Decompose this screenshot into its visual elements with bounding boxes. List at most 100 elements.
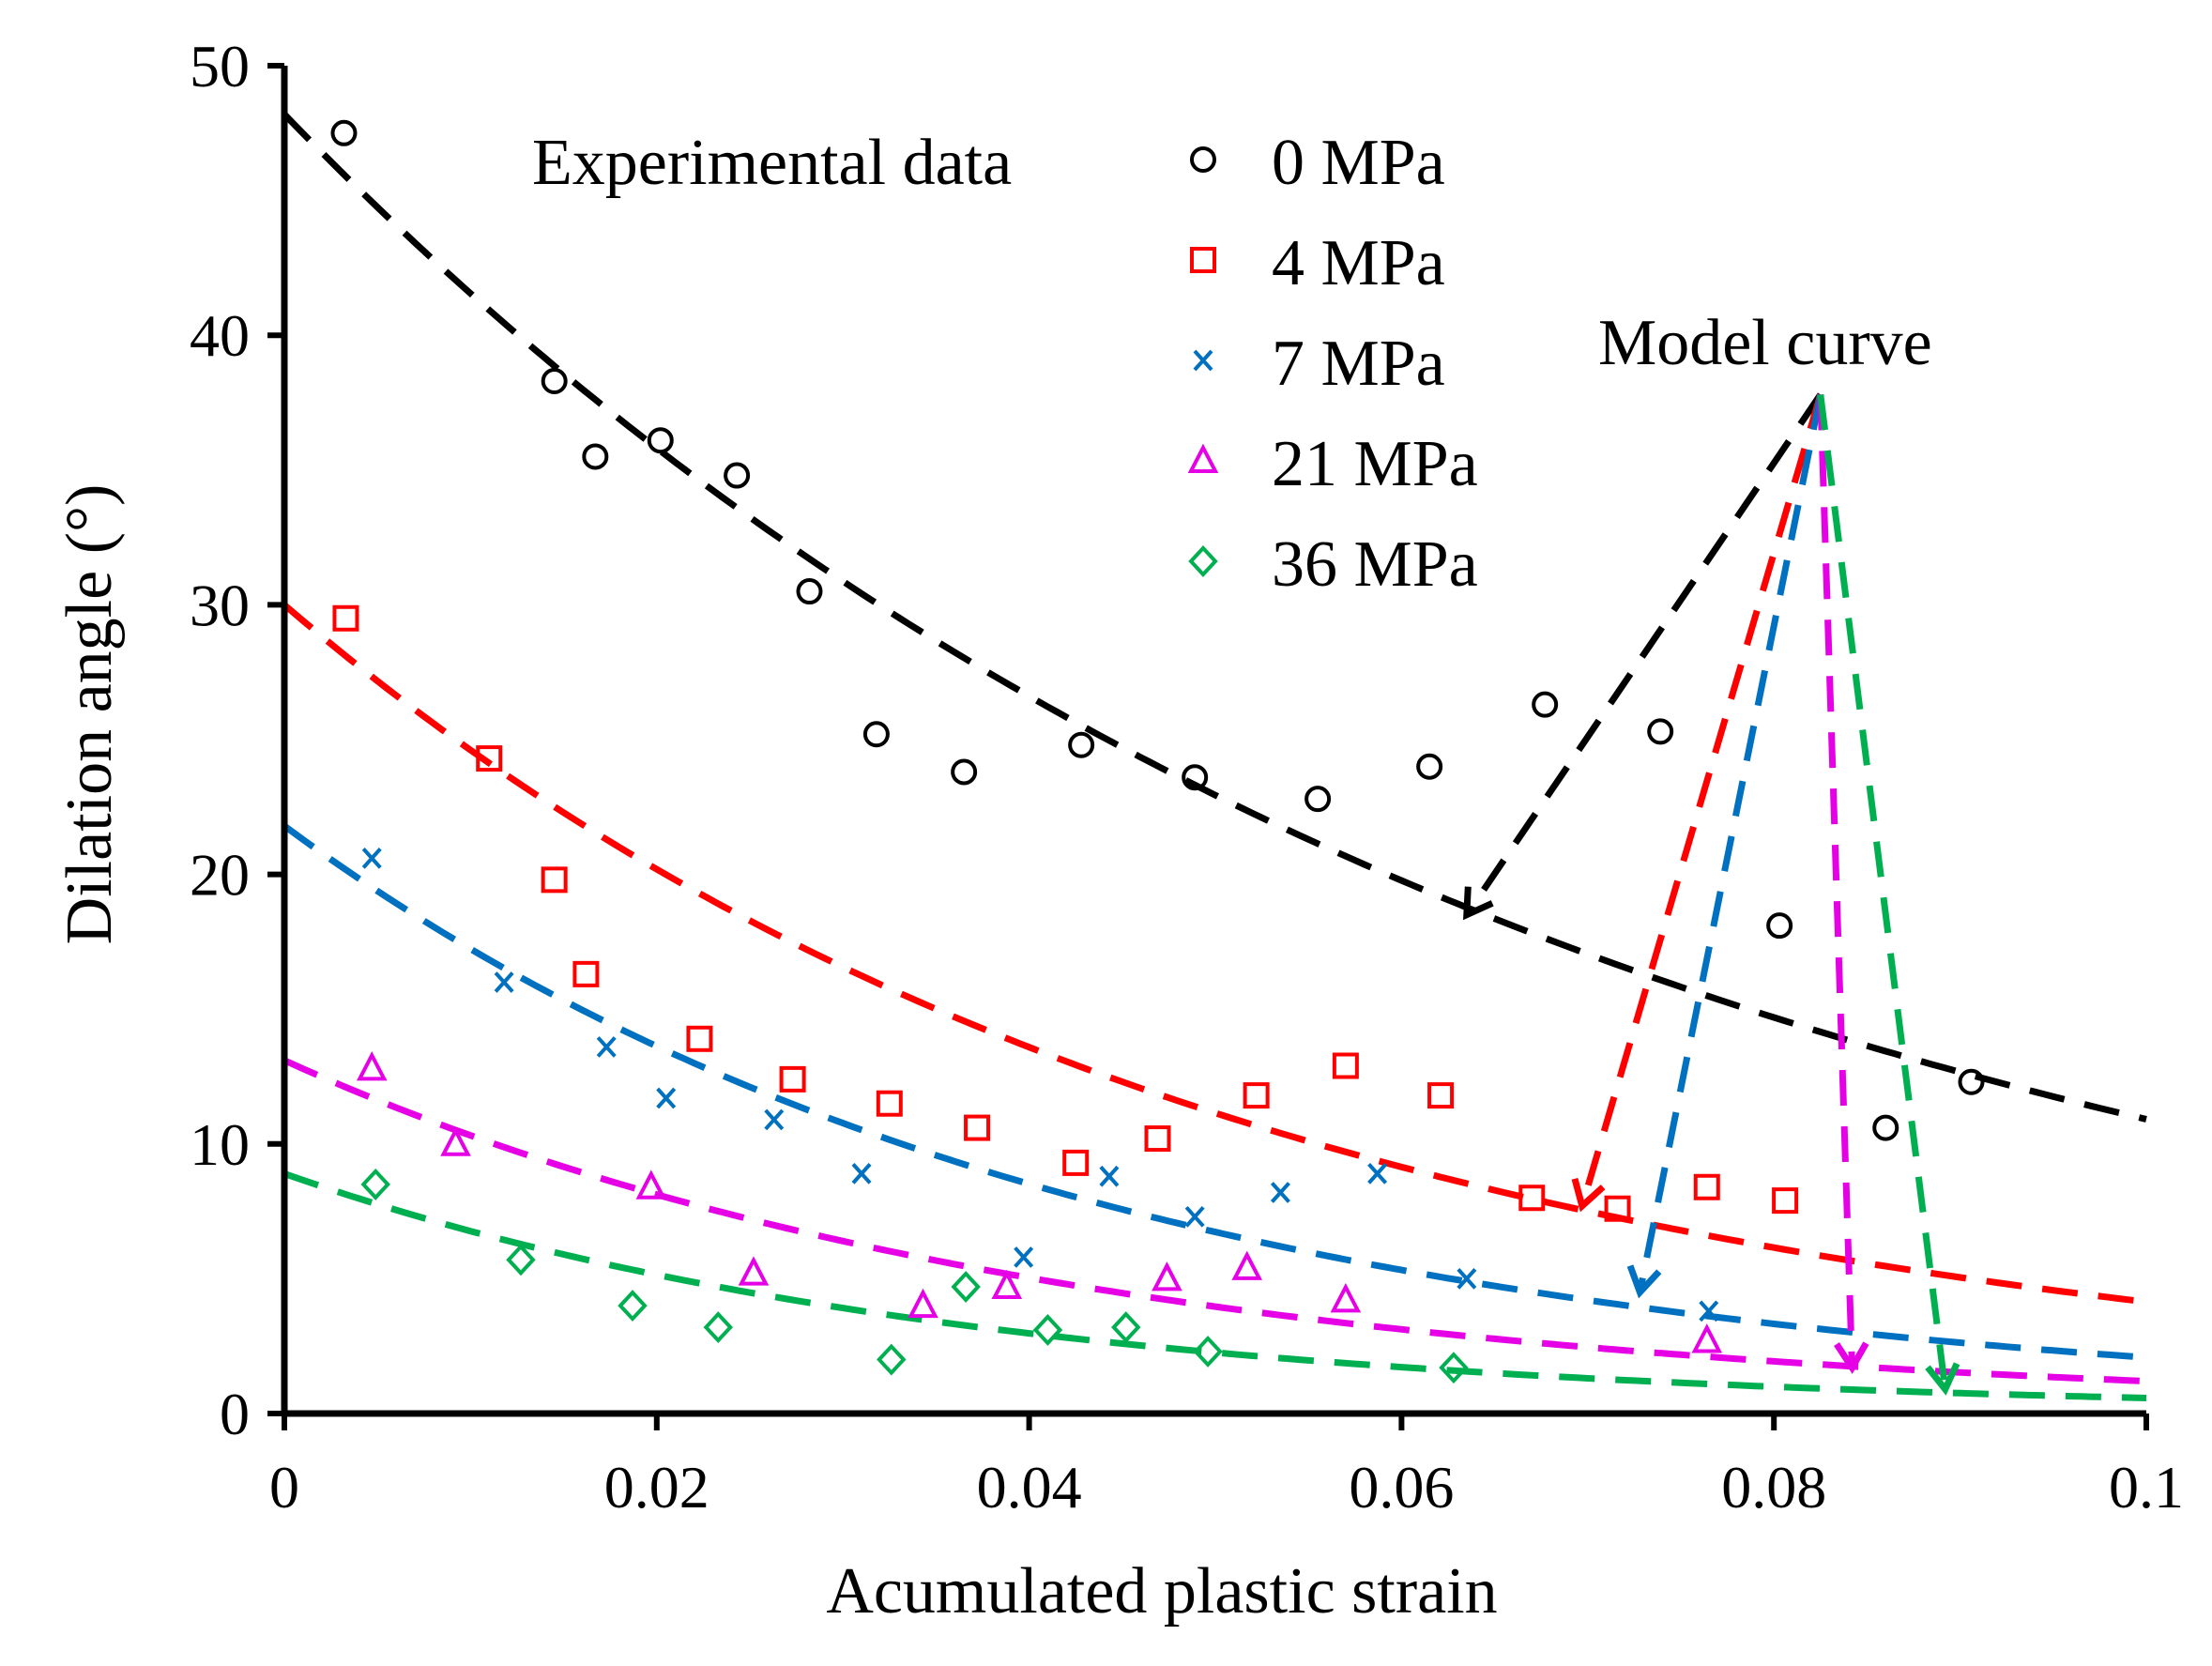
data-point-21-mpa: [1231, 1250, 1263, 1280]
data-point-4-mpa: [779, 1065, 806, 1093]
y-tick-label: 50: [190, 33, 250, 99]
data-point-7-mpa: [1184, 1206, 1205, 1228]
legend-heading: Experimental data: [532, 127, 1012, 199]
data-point-7-mpa: [1699, 1300, 1719, 1322]
data-point-4-mpa: [541, 866, 568, 894]
x-tick-label: 0.06: [1349, 1454, 1454, 1521]
data-point-0-mpa: [1872, 1114, 1899, 1141]
model-arrowhead-21-mpa: [1834, 1341, 1869, 1374]
data-point-0-mpa: [541, 368, 568, 395]
model-annotation-arrows: [1463, 392, 1960, 1396]
y-tick-label: 0: [220, 1381, 250, 1447]
data-point-7-mpa: [1270, 1182, 1290, 1203]
data-point-36-mpa: [360, 1168, 390, 1200]
data-point-0-mpa: [1416, 753, 1443, 780]
model-arrow-0-mpa: [1463, 392, 1823, 917]
data-point-36-mpa: [1193, 1336, 1223, 1368]
data-point-21-mpa: [1152, 1261, 1182, 1292]
legend-marker-36-mpa: [1188, 545, 1218, 577]
legend-label-4-mpa: 4 MPa: [1272, 227, 1445, 299]
data-point-4-mpa: [1062, 1149, 1090, 1176]
ticks: 0 0.02 0.04 0.06 0.08 0.1 0 10 20 30 40 50: [190, 33, 2184, 1521]
data-point-0-mpa: [1182, 764, 1209, 791]
x-tick-label: 0.08: [1721, 1454, 1826, 1521]
data-point-7-mpa: [1457, 1268, 1477, 1290]
data-point-0-mpa: [1068, 731, 1095, 758]
model-curve-7-mpa: [282, 823, 2147, 1361]
data-point-36-mpa: [1032, 1314, 1063, 1346]
legend-marker-0-mpa: [1190, 146, 1216, 173]
model-arrowhead-0-mpa: [1463, 886, 1494, 921]
x-tick-label: 0.02: [604, 1454, 709, 1521]
data-point-0-mpa: [330, 119, 358, 146]
data-points: [330, 119, 1985, 1384]
data-point-21-mpa: [440, 1126, 471, 1156]
x-tick-label: 0.04: [977, 1454, 1082, 1521]
data-point-4-mpa: [686, 1025, 713, 1052]
data-point-0-mpa: [1766, 912, 1793, 940]
data-point-21-mpa: [738, 1256, 770, 1286]
data-point-0-mpa: [1532, 691, 1559, 718]
data-point-4-mpa: [1772, 1187, 1799, 1215]
axes: [281, 66, 2146, 1417]
data-point-4-mpa: [1427, 1082, 1455, 1109]
legend-label-0-mpa: 0 MPa: [1272, 127, 1445, 199]
data-point-4-mpa: [1693, 1173, 1720, 1200]
model-curve-21-mpa: [282, 1057, 2147, 1384]
data-point-7-mpa: [1014, 1246, 1034, 1268]
data-point-21-mpa: [991, 1269, 1023, 1300]
model-arrow-4-mpa: [1579, 393, 1824, 1207]
data-point-0-mpa: [647, 427, 674, 454]
data-point-7-mpa: [361, 848, 382, 869]
data-point-0-mpa: [1958, 1068, 1985, 1095]
data-point-21-mpa: [1330, 1283, 1362, 1313]
legend: Experimental data 0 MPa 4 MPa 7 MPa 21 MPa 3…: [532, 127, 1478, 601]
model-curves: [282, 112, 2147, 1401]
y-axis-title: Dilation angle (°): [53, 484, 126, 945]
data-point-36-mpa: [951, 1271, 981, 1303]
model-arrow-36-mpa: [1817, 393, 1949, 1390]
data-point-4-mpa: [1518, 1185, 1546, 1212]
data-point-7-mpa: [596, 1036, 617, 1058]
data-point-7-mpa: [851, 1163, 872, 1185]
data-point-7-mpa: [656, 1087, 677, 1109]
data-point-36-mpa: [618, 1290, 648, 1322]
data-point-21-mpa: [356, 1051, 388, 1081]
data-point-7-mpa: [494, 971, 514, 993]
x-axis-title: Acumulated plastic strain: [826, 1555, 1497, 1628]
data-point-4-mpa: [332, 604, 359, 632]
x-tick-label: 0: [269, 1454, 299, 1521]
model-curve-label: Model curve: [1598, 307, 1932, 379]
y-tick-label: 10: [190, 1111, 250, 1178]
data-point-21-mpa: [1691, 1323, 1723, 1353]
model-arrowhead-7-mpa: [1626, 1264, 1662, 1299]
legend-marker-21-mpa: [1187, 443, 1219, 473]
model-curve-0-mpa: [282, 112, 2147, 1123]
data-point-4-mpa: [876, 1090, 903, 1117]
data-point-0-mpa: [1647, 718, 1674, 745]
legend-marker-7-mpa: [1193, 349, 1213, 372]
data-point-0-mpa: [951, 758, 978, 786]
model-curve-36-mpa: [282, 1170, 2147, 1401]
legend-marker-4-mpa: [1190, 247, 1216, 273]
data-point-4-mpa: [572, 960, 600, 987]
y-tick-label: 40: [190, 302, 250, 369]
model-arrow-21-mpa: [1817, 394, 1856, 1368]
data-point-0-mpa: [1304, 786, 1332, 813]
data-point-0-mpa: [582, 443, 609, 470]
y-tick-label: 20: [190, 842, 250, 909]
data-point-4-mpa: [1332, 1052, 1359, 1079]
data-point-7-mpa: [1367, 1163, 1388, 1185]
data-point-36-mpa: [1439, 1352, 1469, 1384]
y-tick-label: 30: [190, 572, 250, 638]
data-point-36-mpa: [703, 1311, 734, 1344]
data-point-36-mpa: [1111, 1311, 1141, 1344]
data-point-7-mpa: [764, 1108, 785, 1131]
model-curve-4-mpa: [282, 602, 2147, 1306]
data-point-0-mpa: [862, 721, 890, 748]
model-arrowhead-36-mpa: [1925, 1362, 1960, 1396]
data-point-4-mpa: [964, 1114, 991, 1141]
data-point-4-mpa: [1243, 1082, 1270, 1109]
